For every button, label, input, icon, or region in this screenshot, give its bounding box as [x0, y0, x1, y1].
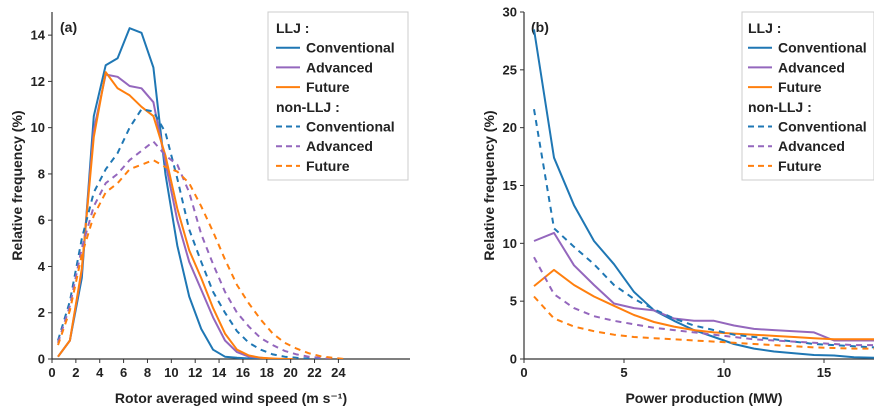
p2-line-non-llj-future — [533, 295, 874, 350]
p1-ytick-label: 12 — [31, 74, 45, 89]
p1-xtick-label: 22 — [307, 365, 321, 380]
p1-line-non-llj-advanced — [57, 140, 333, 359]
p1-xtick-label: 4 — [96, 365, 104, 380]
p2-ytick-label: 30 — [503, 5, 517, 20]
p1-line-non-llj-future — [57, 159, 345, 359]
p1-xtick-label: 10 — [164, 365, 178, 380]
p1-xtick-label: 12 — [188, 365, 202, 380]
p2-legend-group-non-llj: non-LLJ : — [748, 99, 812, 115]
p1-ytick-label: 14 — [31, 28, 46, 43]
p1-legend-label-llj-future: Future — [306, 79, 350, 95]
p2-xtick-label: 10 — [717, 365, 731, 380]
p1-ytick-label: 4 — [38, 259, 46, 274]
p1-ylabel: Relative frequency (%) — [9, 110, 25, 260]
p1-xtick-label: 20 — [283, 365, 297, 380]
p1-legend: LLJ : Conventional Advanced Future non-LLJ :… — [267, 11, 409, 181]
p2-line-non-llj-advanced — [533, 256, 874, 347]
panel-b: 0 5 10 15 20 25 30 0 5 10 15 Relative frequency (%)… — [481, 5, 874, 406]
p1-series-lines — [57, 27, 345, 359]
p1-xtick-label: 6 — [120, 365, 127, 380]
p1-xtick-label: 18 — [260, 365, 274, 380]
p2-legend-label-llj-conventional: Conventional — [778, 40, 867, 56]
p2-legend-label-non-llj-advanced: Advanced — [778, 138, 845, 154]
p2-ytick-label: 15 — [503, 178, 517, 193]
p1-line-non-llj-conventional — [57, 108, 321, 359]
p1-ytick-label: 2 — [38, 305, 45, 320]
p1-xtick-label: 14 — [212, 365, 227, 380]
p2-ytick-label: 20 — [503, 120, 517, 135]
p1-ytick-label: 0 — [38, 352, 45, 367]
p2-xtick-label: 15 — [817, 365, 831, 380]
p2-axes: 0 5 10 15 20 25 30 0 5 10 15 — [503, 5, 874, 380]
p1-legend-group-llj: LLJ : — [276, 20, 309, 36]
p1-line-llj-future — [57, 71, 297, 359]
p1-legend-label-non-llj-advanced: Advanced — [306, 138, 373, 154]
p2-ylabel: Relative frequency (%) — [481, 110, 497, 260]
p1-legend-label-llj-conventional: Conventional — [306, 40, 395, 56]
p1-legend-group-non-llj: non-LLJ : — [276, 99, 340, 115]
p2-line-non-llj-conventional — [533, 109, 874, 349]
p2-xtick-label: 5 — [620, 365, 627, 380]
p1-xtick-label: 2 — [72, 365, 79, 380]
p2-legend-label-llj-future: Future — [778, 79, 822, 95]
p1-line-llj-conventional — [57, 27, 273, 359]
p2-legend-group-llj: LLJ : — [748, 20, 781, 36]
p2-legend-label-llj-advanced: Advanced — [778, 59, 845, 75]
p1-xtick-label: 0 — [48, 365, 55, 380]
p1-legend-box — [267, 11, 409, 181]
p2-ytick-label: 5 — [510, 294, 517, 309]
p2-ytick-label: 25 — [503, 62, 517, 77]
p2-legend-label-non-llj-future: Future — [778, 158, 822, 174]
p1-legend-label-llj-advanced: Advanced — [306, 59, 373, 75]
p1-legend-label-non-llj-conventional: Conventional — [306, 119, 395, 135]
p1-ytick-label: 10 — [31, 120, 45, 135]
p1-ytick-label: 6 — [38, 213, 45, 228]
p1-xlabel: Rotor averaged wind speed (m s⁻¹) — [115, 390, 347, 406]
p1-ytick-label: 8 — [38, 166, 45, 181]
p1-xtick-label: 8 — [144, 365, 151, 380]
p1-panel-label: (a) — [60, 19, 77, 35]
p1-line-llj-advanced — [57, 73, 285, 359]
p2-xlabel: Power production (MW) — [625, 390, 782, 406]
p1-legend-label-non-llj-future: Future — [306, 158, 350, 174]
p2-series-lines — [533, 29, 874, 359]
p2-ytick-label: 10 — [503, 236, 517, 251]
p2-panel-label: (b) — [531, 19, 549, 35]
p2-line-llj-future — [533, 268, 874, 341]
p2-legend-box — [741, 11, 874, 181]
p1-xtick-label: 16 — [236, 365, 250, 380]
p2-ytick-label: 0 — [510, 352, 517, 367]
p1-xtick-label: 24 — [331, 365, 346, 380]
p2-xtick-label: 0 — [520, 365, 527, 380]
p2-legend: LLJ : Conventional Advanced Future non-LLJ :… — [741, 11, 874, 181]
p2-line-llj-advanced — [533, 231, 874, 342]
p2-legend-label-non-llj-conventional: Conventional — [778, 119, 867, 135]
